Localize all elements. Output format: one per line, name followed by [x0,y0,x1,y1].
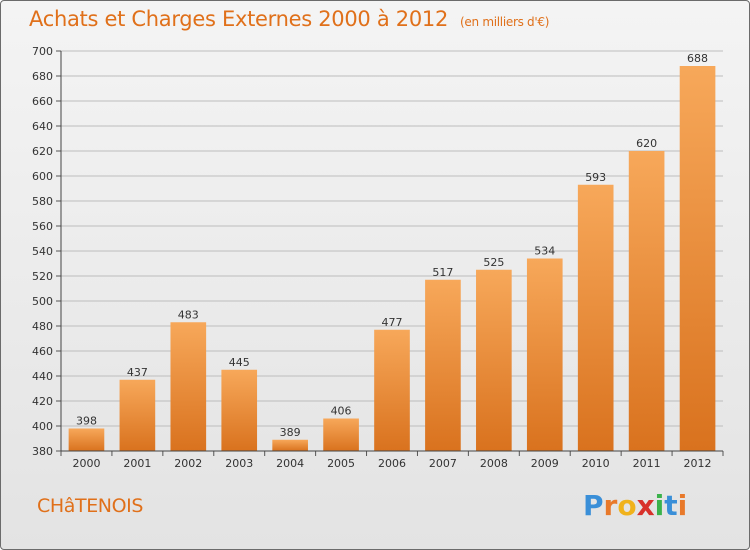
y-tick-label: 460 [32,345,53,358]
y-axis-ticks: 380 400 420 440 460 480 500 520 540 560 580 600 620 6… [32,45,61,458]
y-tick-label: 540 [32,245,53,258]
logo-letter: i [677,489,688,522]
x-tick-label: 2009 [531,457,559,470]
data-label: 593 [585,171,606,184]
bar [323,418,359,451]
bar [526,258,563,451]
y-tick-label: 580 [32,195,53,208]
bar [170,322,207,451]
bar [476,269,512,451]
y-tick-label: 560 [32,220,53,233]
data-label: 398 [76,415,97,428]
logo-letter: P [583,489,604,522]
chart-title: Achats et Charges Externes 2000 à 2012 (e… [29,7,549,31]
chart-title-text: Achats et Charges Externes 2000 à 2012 [29,7,449,31]
data-label: 406 [331,405,352,418]
bars [68,66,716,451]
logo-letter: x [636,489,655,522]
x-tick-label: 2004 [276,457,304,470]
x-tick-label: 2012 [684,457,712,470]
data-label: 688 [687,52,708,65]
y-tick-label: 600 [32,170,53,183]
y-tick-label: 520 [32,270,53,283]
y-tick-label: 620 [32,145,53,158]
commune-name: CHâTENOIS [37,495,144,517]
x-tick-label: 2006 [378,457,406,470]
axes [60,51,723,452]
data-label: 477 [382,316,403,329]
x-tick-label: 2002 [174,457,202,470]
y-tick-label: 640 [32,120,53,133]
bar [119,379,156,451]
bar [577,184,614,451]
data-label: 483 [178,308,199,321]
data-label: 517 [432,266,453,279]
y-tick-label: 380 [32,445,53,458]
data-labels: 398 437 483 445 389 406 477 517 525 534 593 620 688 [76,52,708,439]
y-tick-label: 700 [32,45,53,58]
x-axis-ticks: 2000 2001 2002 2003 2004 2005 2006 2007 2008 2009… [60,451,724,470]
bar [68,428,105,451]
bar [374,329,410,451]
x-tick-label: 2011 [633,457,661,470]
logo-letter: o [617,489,637,522]
x-tick-label: 2008 [480,457,508,470]
x-tick-label: 2000 [72,457,100,470]
y-tick-label: 680 [32,70,53,83]
logo-letter: r [603,489,618,522]
data-label: 437 [127,366,148,379]
proxiti-logo: Proxiti [583,489,687,522]
y-tick-label: 440 [32,370,53,383]
y-tick-label: 480 [32,320,53,333]
bar [272,439,308,451]
y-tick-label: 400 [32,420,53,433]
y-tick-label: 420 [32,395,53,408]
bar [425,279,461,451]
logo-letter: t [664,489,678,522]
x-tick-label: 2005 [327,457,355,470]
x-tick-label: 2007 [429,457,457,470]
x-tick-label: 2003 [225,457,253,470]
data-label: 389 [280,426,301,439]
bar [221,369,258,451]
x-tick-label: 2001 [123,457,151,470]
y-tick-label: 660 [32,95,53,108]
bar [679,66,716,451]
data-label: 534 [534,245,555,258]
y-tick-label: 500 [32,295,53,308]
data-label: 525 [483,256,504,269]
data-label: 620 [636,137,657,150]
data-label: 445 [229,356,250,369]
logo-letter: i [654,489,665,522]
bar [628,151,665,451]
chart-subtitle: (en milliers d'€) [460,15,550,29]
x-tick-label: 2010 [582,457,610,470]
